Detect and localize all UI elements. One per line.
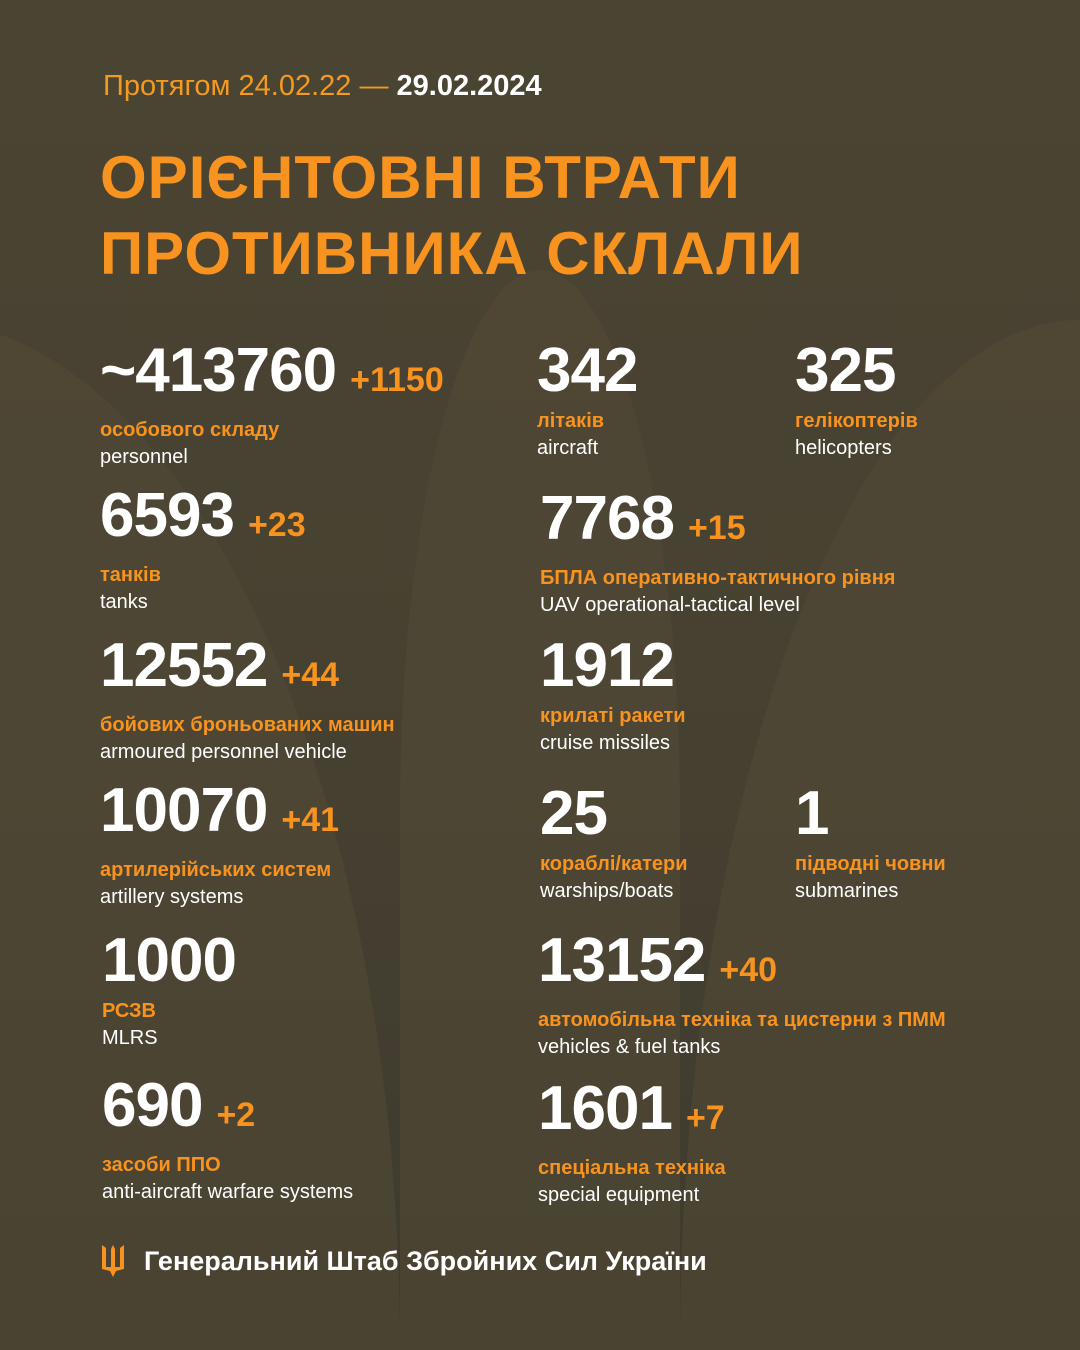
stat-item: 325 гелікоптерів helicopters <box>795 340 918 460</box>
stat-label-en: vehicles & fuel tanks <box>538 1036 721 1058</box>
period-start: Протягом 24.02.22 — <box>103 70 389 102</box>
stat-total: 690 <box>102 1071 203 1140</box>
stat-value: 13152 +40 <box>538 930 946 1001</box>
stat-label-en: helicopters <box>795 437 892 459</box>
stat-total: 6593 <box>100 481 235 550</box>
stat-delta: +15 <box>687 509 746 547</box>
stat-label-ua: особового складу <box>100 419 280 441</box>
stat-total: 342 <box>537 336 638 405</box>
stat-label-en: aircraft <box>537 437 599 459</box>
stat-total: 13152 <box>538 926 706 995</box>
page-title: ОРІЄНТОВНІ ВТРАТИ ПРОТИВНИКА СКЛАЛИ <box>100 140 804 292</box>
stat-total: 325 <box>795 336 896 405</box>
stat-label-en: artillery systems <box>100 886 244 908</box>
stat-label-ua: літаків <box>537 410 605 432</box>
stat-label-en: anti-aircraft warfare systems <box>102 1181 354 1203</box>
stat-value: 1912 <box>540 635 686 697</box>
stat-item: 342 літаків aircraft <box>537 340 638 460</box>
stat-label-en: warships/boats <box>540 880 674 902</box>
stat-value: 325 <box>795 340 918 402</box>
stat-item: 10070 +41 артилерійських систем artillery… <box>100 780 339 909</box>
stat-delta: +40 <box>719 951 778 989</box>
stat-item: 1912 крилаті ракети cruise missiles <box>540 635 686 755</box>
stat-label-ua: крилаті ракети <box>540 705 686 727</box>
stat-total: 10070 <box>100 776 268 845</box>
stat-label-ua: гелікоптерів <box>795 410 918 432</box>
stat-item: 7768 +15 БПЛА оперативно-тактичного рівня… <box>540 488 895 617</box>
title-line-2: ПРОТИВНИКА СКЛАЛИ <box>100 220 804 287</box>
stat-label-en: special equipment <box>538 1184 700 1206</box>
stat-value: 6593 +23 <box>100 485 306 556</box>
stat-label-ua: БПЛА оперативно-тактичного рівня <box>540 567 896 589</box>
stat-total: 25 <box>540 779 608 848</box>
stat-label-en: MLRS <box>102 1027 158 1049</box>
stat-label-ua: танків <box>100 564 161 586</box>
stat-value: 690 +2 <box>102 1075 353 1146</box>
stat-total: 1 <box>795 779 829 848</box>
title-line-1: ОРІЄНТОВНІ ВТРАТИ <box>100 144 741 211</box>
stat-delta: +23 <box>247 506 306 544</box>
stat-label-en: tanks <box>100 591 148 613</box>
stat-value: 1 <box>795 783 946 845</box>
stat-label-en: personnel <box>100 446 188 468</box>
stat-value: ~413760 +1150 <box>100 340 444 411</box>
stat-delta: +44 <box>281 656 340 694</box>
stat-item: 690 +2 засоби ППО anti-aircraft warfare s… <box>102 1075 353 1204</box>
stat-value: 1601 +7 <box>538 1078 726 1149</box>
stat-delta: +7 <box>685 1099 725 1137</box>
stat-label-ua: спеціальна техніка <box>538 1157 726 1179</box>
stat-item: 13152 +40 автомобільна техніка та цистерн… <box>538 930 946 1059</box>
stat-total: 7768 <box>540 484 675 553</box>
stat-value: 342 <box>537 340 638 402</box>
stat-item: 1601 +7 спеціальна техніка special equipm… <box>538 1078 726 1207</box>
stat-value: 12552 +44 <box>100 635 395 706</box>
stat-delta: +1150 <box>350 361 444 399</box>
stat-total: 12552 <box>100 631 268 700</box>
stat-label-ua: підводні човни <box>795 853 946 875</box>
footer-text: Генеральний Штаб Збройних Сил України <box>144 1245 707 1276</box>
stat-item: 6593 +23 танків tanks <box>100 485 306 614</box>
stat-value: 25 <box>540 783 688 845</box>
period: Протягом 24.02.22 — 29.02.2024 <box>103 70 542 103</box>
stat-total: 1912 <box>540 631 675 700</box>
stat-total: ~413760 <box>100 336 337 405</box>
stat-label-en: submarines <box>795 880 899 902</box>
stat-item: 1 підводні човни submarines <box>795 783 946 903</box>
stat-item: 12552 +44 бойових броньованих машин armou… <box>100 635 395 764</box>
stat-label-en: UAV operational-tactical level <box>540 594 800 616</box>
stat-label-en: armoured personnel vehicle <box>100 741 347 763</box>
trident-icon <box>102 1245 124 1277</box>
stat-total: 1000 <box>102 926 237 995</box>
stat-item: 25 кораблі/катери warships/boats <box>540 783 688 903</box>
stat-label-ua: кораблі/катери <box>540 853 688 875</box>
stat-total: 1601 <box>538 1074 673 1143</box>
stat-label-ua: РСЗВ <box>102 1000 156 1022</box>
stat-delta: +2 <box>216 1096 256 1134</box>
stat-delta: +41 <box>281 801 340 839</box>
stat-value: 1000 <box>102 930 237 992</box>
footer: Генеральний Штаб Збройних Сил України <box>100 1245 707 1277</box>
background-trident-center <box>400 270 680 1350</box>
stat-label-ua: засоби ППО <box>102 1154 221 1176</box>
stat-value: 10070 +41 <box>100 780 339 851</box>
period-end: 29.02.2024 <box>396 70 542 102</box>
stat-item: 1000 РСЗВ MLRS <box>102 930 237 1050</box>
stat-item: ~413760 +1150 особового складу personnel <box>100 340 444 469</box>
stat-label-ua: артилерійських систем <box>100 859 332 881</box>
stat-label-en: cruise missiles <box>540 732 671 754</box>
stat-label-ua: бойових броньованих машин <box>100 714 395 736</box>
stat-value: 7768 +15 <box>540 488 895 559</box>
stat-label-ua: автомобільна техніка та цистерни з ПММ <box>538 1009 946 1031</box>
